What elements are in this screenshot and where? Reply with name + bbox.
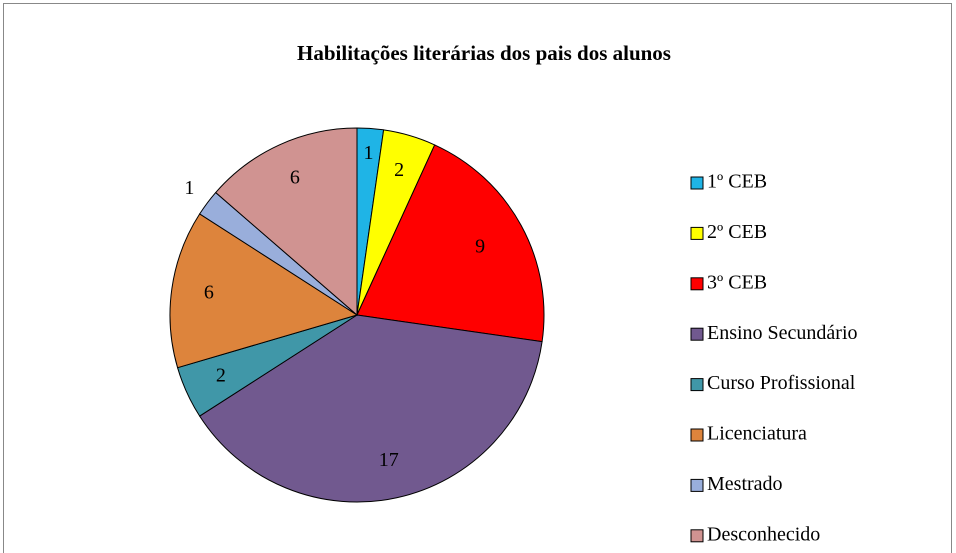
legend-label: 2º CEB [707, 221, 767, 243]
legend-swatch [690, 226, 704, 240]
legend-swatch [690, 378, 704, 392]
pie-slice [356, 144, 545, 343]
legend-swatch [690, 428, 704, 442]
legend-label: Desconhecido [707, 523, 820, 545]
legend-swatch [690, 176, 704, 190]
pie-slice [169, 213, 359, 369]
legend-label: 1º CEB [707, 171, 767, 193]
pie-slice [198, 314, 543, 503]
legend-swatch [690, 529, 704, 543]
data-label: 17 [379, 449, 399, 471]
data-label: 6 [204, 281, 214, 303]
chart-title: Habilitações literárias dos pais dos alu… [297, 41, 671, 65]
legend-label: Ensino Secundário [707, 322, 858, 344]
pie-slice [214, 127, 358, 317]
legend-label: Licenciatura [707, 423, 807, 445]
legend-label: Curso Profissional [707, 372, 856, 394]
data-label: 6 [290, 167, 300, 189]
legend-label: 3º CEB [707, 271, 767, 293]
legend-label: Mestrado [707, 473, 783, 495]
data-label: 2 [394, 159, 404, 181]
legend-swatch [690, 327, 704, 341]
data-label: 1 [184, 177, 194, 199]
legend-swatch [690, 277, 704, 291]
data-label: 1 [363, 142, 373, 164]
data-label: 2 [216, 365, 226, 387]
legend-swatch [690, 478, 704, 492]
data-label: 9 [475, 235, 485, 257]
